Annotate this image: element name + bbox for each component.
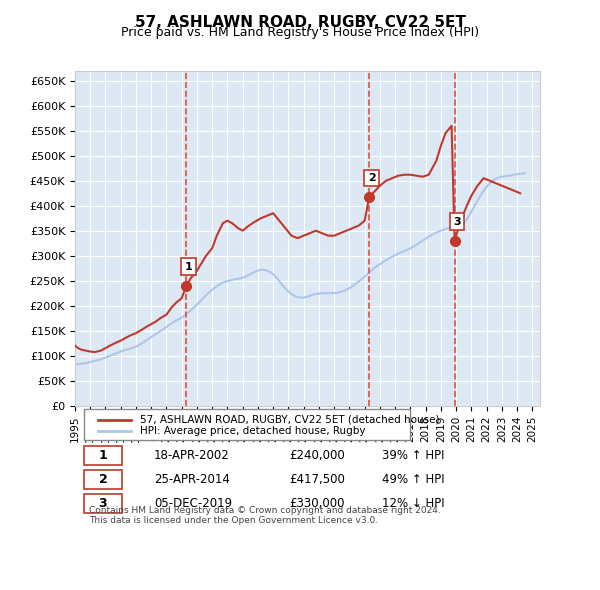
Text: 1: 1 <box>98 449 107 462</box>
Text: Price paid vs. HM Land Registry's House Price Index (HPI): Price paid vs. HM Land Registry's House … <box>121 26 479 39</box>
Text: 18-APR-2002: 18-APR-2002 <box>154 449 230 462</box>
Text: 2: 2 <box>368 173 376 183</box>
Text: 39% ↑ HPI: 39% ↑ HPI <box>382 449 445 462</box>
Text: 3: 3 <box>453 217 461 227</box>
Text: 57, ASHLAWN ROAD, RUGBY, CV22 5ET (detached house): 57, ASHLAWN ROAD, RUGBY, CV22 5ET (detac… <box>140 415 440 425</box>
Text: Contains HM Land Registry data © Crown copyright and database right 2024.
This d: Contains HM Land Registry data © Crown c… <box>89 506 440 525</box>
Text: 57, ASHLAWN ROAD, RUGBY, CV22 5ET: 57, ASHLAWN ROAD, RUGBY, CV22 5ET <box>134 15 466 30</box>
Text: 2: 2 <box>98 473 107 486</box>
FancyBboxPatch shape <box>84 470 121 489</box>
Text: 25-APR-2014: 25-APR-2014 <box>154 473 230 486</box>
Text: 12% ↓ HPI: 12% ↓ HPI <box>382 497 445 510</box>
FancyBboxPatch shape <box>84 494 121 513</box>
Text: 49% ↑ HPI: 49% ↑ HPI <box>382 473 445 486</box>
Text: HPI: Average price, detached house, Rugby: HPI: Average price, detached house, Rugb… <box>140 425 365 435</box>
Text: 3: 3 <box>98 497 107 510</box>
Text: £240,000: £240,000 <box>289 449 344 462</box>
Text: £417,500: £417,500 <box>289 473 345 486</box>
Text: £330,000: £330,000 <box>289 497 344 510</box>
FancyBboxPatch shape <box>84 446 121 466</box>
FancyBboxPatch shape <box>84 409 410 440</box>
Text: 1: 1 <box>185 261 193 271</box>
Text: 05-DEC-2019: 05-DEC-2019 <box>154 497 232 510</box>
